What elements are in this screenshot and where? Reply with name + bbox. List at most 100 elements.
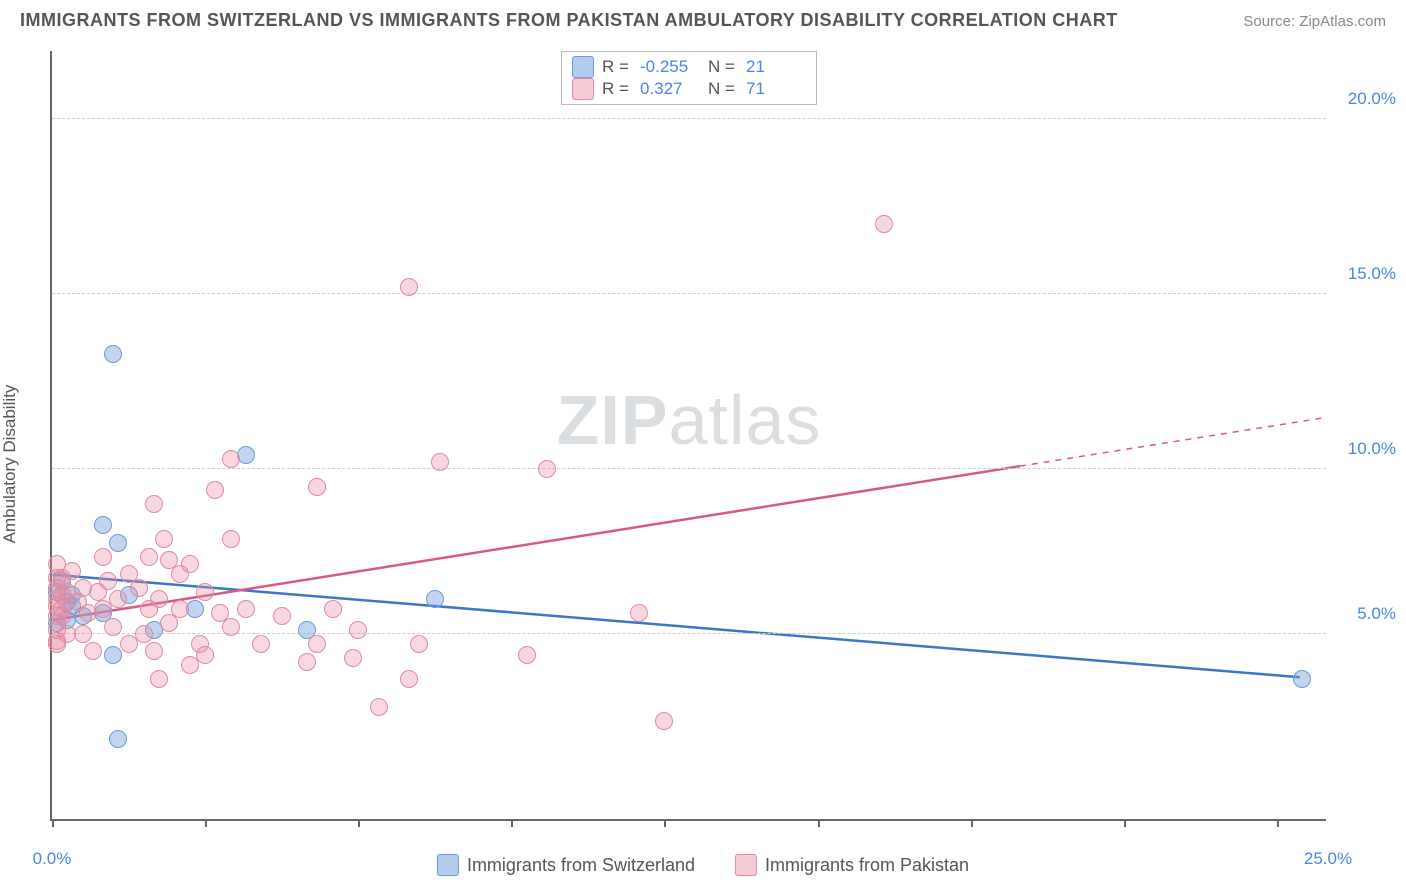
data-point — [84, 642, 102, 660]
data-point — [181, 656, 199, 674]
gridline — [52, 293, 1326, 294]
data-point — [222, 618, 240, 636]
data-point — [252, 635, 270, 653]
data-point — [370, 698, 388, 716]
source-credit: Source: ZipAtlas.com — [1243, 13, 1386, 30]
data-point — [344, 649, 362, 667]
data-point — [206, 481, 224, 499]
data-point — [135, 625, 153, 643]
data-point — [155, 530, 173, 548]
x-tick — [818, 819, 820, 827]
data-point — [308, 478, 326, 496]
x-tick — [1277, 819, 1279, 827]
r-value: -0.255 — [640, 57, 700, 77]
x-tick — [1124, 819, 1126, 827]
data-point — [140, 548, 158, 566]
n-label: N = — [708, 79, 738, 99]
chart-title: IMMIGRANTS FROM SWITZERLAND VS IMMIGRANT… — [20, 10, 1118, 31]
data-point — [298, 653, 316, 671]
data-point — [150, 590, 168, 608]
legend-item: Immigrants from Switzerland — [437, 854, 695, 876]
chart-area: Ambulatory Disability ZIPatlas R =-0.255… — [0, 41, 1406, 886]
data-point — [109, 534, 127, 552]
data-point — [431, 453, 449, 471]
data-point — [538, 460, 556, 478]
data-point — [196, 583, 214, 601]
data-point — [1293, 670, 1311, 688]
data-point — [53, 586, 71, 604]
data-point — [324, 600, 342, 618]
data-point — [99, 572, 117, 590]
x-tick — [511, 819, 513, 827]
data-point — [237, 600, 255, 618]
data-point — [104, 646, 122, 664]
y-tick-label: 10.0% — [1348, 439, 1396, 459]
legend-item: Immigrants from Pakistan — [735, 854, 969, 876]
data-point — [94, 600, 112, 618]
legend-stat-row: R = -0.255 N = 21 — [572, 56, 806, 78]
data-point — [109, 590, 127, 608]
legend-series: Immigrants from Switzerland Immigrants fr… — [437, 854, 969, 876]
gridline — [52, 468, 1326, 469]
legend-stat-row: R = 0.327 N = 71 — [572, 78, 806, 100]
data-point — [400, 278, 418, 296]
gridline — [52, 118, 1326, 119]
y-tick-label: 20.0% — [1348, 89, 1396, 109]
data-point — [518, 646, 536, 664]
data-point — [145, 642, 163, 660]
source-link[interactable]: ZipAtlas.com — [1299, 13, 1386, 30]
data-point — [655, 712, 673, 730]
legend-swatch — [572, 56, 594, 78]
data-point — [48, 635, 66, 653]
data-point — [186, 600, 204, 618]
legend-stats: R = -0.255 N = 21 R = 0.327 N = 71 — [561, 51, 817, 105]
x-tick — [971, 819, 973, 827]
data-point — [426, 590, 444, 608]
data-point — [145, 495, 163, 513]
n-label: N = — [708, 57, 738, 77]
title-bar: IMMIGRANTS FROM SWITZERLAND VS IMMIGRANT… — [0, 0, 1406, 41]
data-point — [94, 548, 112, 566]
gridline — [52, 633, 1326, 634]
data-point — [48, 555, 66, 573]
legend-label: Immigrants from Pakistan — [765, 855, 969, 876]
n-value: 71 — [746, 79, 806, 99]
data-point — [181, 555, 199, 573]
r-value: 0.327 — [640, 79, 700, 99]
data-point — [875, 215, 893, 233]
data-point — [630, 604, 648, 622]
data-point — [94, 516, 112, 534]
data-point — [410, 635, 428, 653]
data-point — [349, 621, 367, 639]
data-point — [130, 579, 148, 597]
x-tick — [664, 819, 666, 827]
data-point — [120, 635, 138, 653]
data-point — [400, 670, 418, 688]
x-tick-label: 0.0% — [33, 849, 72, 869]
legend-swatch — [572, 78, 594, 100]
data-point — [79, 604, 97, 622]
data-point — [222, 530, 240, 548]
r-label: R = — [602, 57, 632, 77]
source-label: Source: — [1243, 13, 1295, 30]
legend-swatch — [437, 854, 459, 876]
legend-swatch — [735, 854, 757, 876]
data-point — [74, 625, 92, 643]
plot-region: ZIPatlas R =-0.255N =21R =0.327N =71 5.0… — [50, 51, 1326, 821]
y-axis-label: Ambulatory Disability — [0, 384, 20, 543]
n-value: 21 — [746, 57, 806, 77]
data-point — [171, 600, 189, 618]
data-point — [308, 635, 326, 653]
x-tick-label: 25.0% — [1304, 849, 1352, 869]
x-tick — [205, 819, 207, 827]
data-point — [273, 607, 291, 625]
r-label: R = — [602, 79, 632, 99]
data-point — [237, 446, 255, 464]
data-point — [150, 670, 168, 688]
data-point — [104, 618, 122, 636]
data-point — [109, 730, 127, 748]
x-tick — [52, 819, 54, 827]
data-point — [160, 551, 178, 569]
legend-label: Immigrants from Switzerland — [467, 855, 695, 876]
data-point — [196, 646, 214, 664]
